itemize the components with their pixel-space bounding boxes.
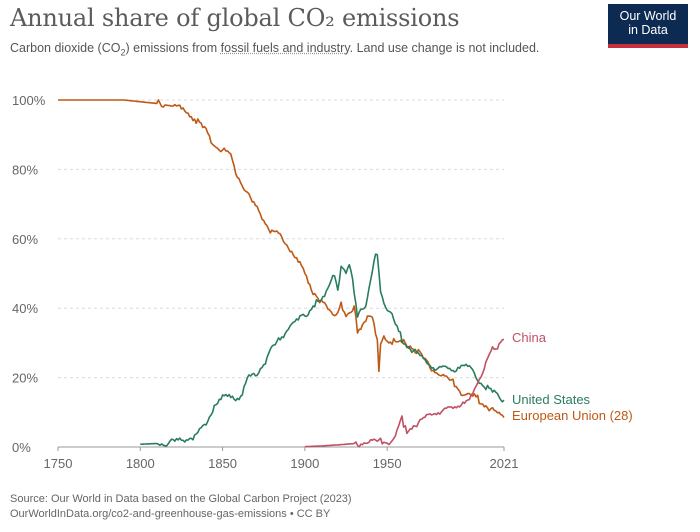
series-label-european-union-28: European Union (28) [512, 408, 633, 423]
series-line-china [304, 338, 505, 448]
y-tick-label: 100% [12, 93, 46, 108]
y-tick-label: 20% [12, 371, 38, 386]
y-tick-label: 60% [12, 232, 38, 247]
subtitle-text-pre: Carbon dioxide (CO [10, 41, 121, 55]
line-chart: 0% 20% 40% 60% 80% 100% 1750 1800 1850 1900 1950 20… [12, 93, 633, 471]
series-line-united-states [140, 253, 505, 447]
series-line-european-union-28 [58, 99, 505, 418]
series-label-united-states: United States [512, 392, 591, 407]
subtitle-text-mid: ) emissions from [125, 41, 221, 55]
y-tick-label: 40% [12, 301, 38, 316]
logo-line2: in Data [628, 23, 668, 37]
subtitle-subscript: 2 [120, 47, 126, 58]
chart-title: Annual share of global CO₂ emissions [10, 4, 460, 32]
chart-subtitle: Carbon dioxide (CO2) emissions from foss… [10, 40, 570, 61]
source-url[interactable]: OurWorldInData.org/co2-and-greenhouse-ga… [10, 508, 331, 520]
y-tick-label: 80% [12, 162, 38, 177]
x-tick-label: 1800 [126, 456, 155, 471]
x-tick-label: 2021 [490, 456, 519, 471]
subtitle-text-post: . Land use change is not included. [349, 41, 540, 55]
x-tick-label: 1850 [208, 456, 237, 471]
x-tick-label: 1750 [44, 456, 73, 471]
y-tick-label: 0% [12, 440, 31, 455]
owid-logo[interactable]: Our World in Data [608, 4, 688, 48]
logo-line1: Our World [619, 9, 677, 23]
subtitle-link-fossil-fuels[interactable]: fossil fuels and industry [220, 41, 350, 55]
source-note: Source: Our World in Data based on the G… [10, 493, 352, 505]
series-label-china: China [512, 330, 547, 345]
chart-footer: Source: Our World in Data based on the G… [10, 492, 352, 522]
x-tick-label: 1950 [373, 456, 402, 471]
x-tick-label: 1900 [290, 456, 319, 471]
